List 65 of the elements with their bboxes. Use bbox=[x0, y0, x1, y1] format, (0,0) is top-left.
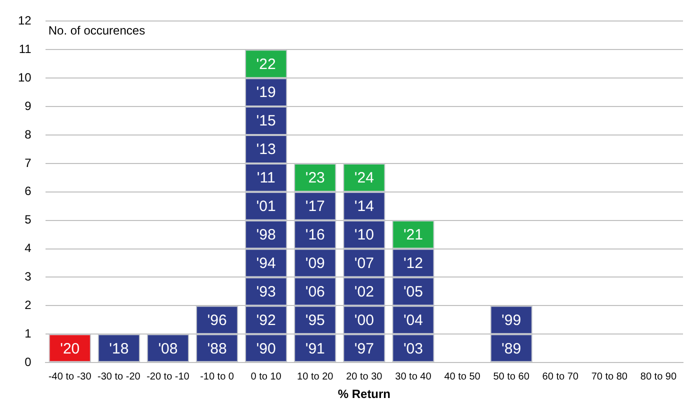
annotation: '20 bbox=[60, 340, 80, 358]
x-tick-label: -30 to -20 bbox=[98, 371, 141, 382]
y-tick-label: 8 bbox=[24, 127, 32, 142]
annotation: '13 bbox=[256, 141, 276, 158]
annotation: '88 bbox=[207, 340, 227, 358]
y-tick-label: 3 bbox=[24, 270, 32, 284]
x-axis-title: % Return bbox=[338, 387, 391, 402]
x-tick-label: 20 to 30 bbox=[346, 371, 383, 382]
y-tick-label: 5 bbox=[24, 212, 32, 227]
annotation: '01 bbox=[256, 198, 276, 216]
x-tick-label: 70 to 80 bbox=[591, 371, 628, 382]
annotation: '92 bbox=[256, 312, 276, 329]
annotation: '24 bbox=[354, 170, 374, 187]
annotation: '07 bbox=[354, 254, 374, 272]
y-tick-label: 7 bbox=[24, 156, 32, 170]
y-tick-label: 6 bbox=[24, 184, 32, 198]
x-tick-label: 60 to 70 bbox=[542, 371, 579, 382]
annotation: '17 bbox=[305, 198, 325, 216]
annotation: '04 bbox=[403, 312, 424, 329]
annotation: '08 bbox=[158, 340, 178, 358]
x-tick-label: -10 to 0 bbox=[200, 371, 234, 382]
x-tick-label: -20 to -10 bbox=[146, 371, 190, 382]
annotation: '05 bbox=[403, 283, 424, 300]
y-tick-label: 2 bbox=[24, 298, 32, 312]
x-tick-label: 30 to 40 bbox=[395, 371, 432, 382]
annotation: '15 bbox=[256, 112, 276, 130]
annotation: '22 bbox=[256, 56, 276, 73]
annotation: '93 bbox=[256, 283, 276, 300]
x-tick-label: 0 to 10 bbox=[250, 371, 282, 382]
y-tick-label: 1 bbox=[24, 326, 32, 340]
annotation: '94 bbox=[256, 254, 276, 272]
annotation: '00 bbox=[354, 312, 374, 329]
annotation: '19 bbox=[256, 84, 276, 102]
y-tick-label: 12 bbox=[18, 14, 32, 28]
y-tick-label: 0 bbox=[24, 354, 32, 369]
annotation: '12 bbox=[403, 254, 424, 272]
y-tick-label: 11 bbox=[18, 42, 32, 56]
annotation: '16 bbox=[305, 226, 325, 244]
annotation: '03 bbox=[403, 340, 424, 358]
annotation: '21 bbox=[403, 226, 424, 244]
annotation: '99 bbox=[502, 312, 522, 329]
annotation: '89 bbox=[502, 340, 522, 358]
x-tick-label: 50 to 60 bbox=[493, 371, 530, 382]
annotation: '97 bbox=[354, 340, 374, 358]
y-tick-label: 4 bbox=[24, 241, 32, 256]
annotation: '95 bbox=[305, 312, 325, 329]
annotation: '96 bbox=[207, 312, 227, 329]
x-tick-label: 80 to 90 bbox=[640, 371, 677, 382]
annotation: '06 bbox=[305, 283, 325, 300]
y-tick-label: 9 bbox=[24, 98, 32, 113]
annotation: '09 bbox=[305, 254, 325, 272]
x-tick-label: 40 to 50 bbox=[444, 371, 481, 382]
annotation: '14 bbox=[354, 198, 374, 216]
annotation: '18 bbox=[109, 340, 129, 358]
annotation: '02 bbox=[354, 283, 374, 300]
annotation: '91 bbox=[305, 340, 325, 358]
annotation: '98 bbox=[256, 226, 276, 244]
annotation: '23 bbox=[305, 170, 325, 187]
x-tick-label: -40 to -30 bbox=[48, 371, 92, 382]
annotation: '90 bbox=[256, 340, 276, 358]
y-axis-title: No. of occurences bbox=[48, 24, 146, 38]
x-tick-label: 10 to 20 bbox=[297, 371, 334, 382]
annotation: '11 bbox=[256, 170, 276, 187]
annotation: '10 bbox=[354, 226, 374, 244]
y-tick-label: 10 bbox=[18, 70, 32, 84]
